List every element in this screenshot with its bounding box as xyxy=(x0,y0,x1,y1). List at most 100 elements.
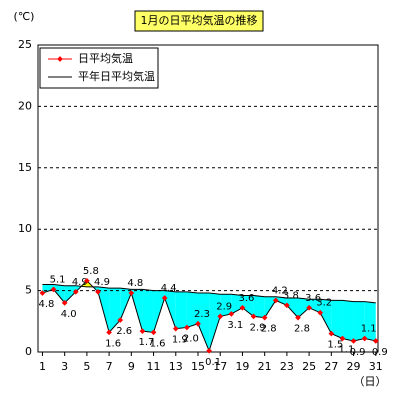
x-tick-label: 9 xyxy=(128,360,135,373)
x-axis-label: （日） xyxy=(354,375,387,388)
point xyxy=(106,329,112,336)
fill-area xyxy=(109,288,121,333)
point xyxy=(128,290,135,296)
fill-area xyxy=(331,300,343,339)
y-tick-label: 10 xyxy=(18,222,32,235)
normal-line xyxy=(42,283,376,304)
point xyxy=(117,317,124,323)
value-label: 2.8 xyxy=(261,324,277,335)
point xyxy=(272,297,279,304)
title-box xyxy=(134,10,264,32)
point xyxy=(172,325,179,332)
x-tick-label: 23 xyxy=(280,360,294,373)
point xyxy=(84,277,90,284)
x-tick-label: 21 xyxy=(258,360,272,373)
x-tick-label: 1 xyxy=(39,360,46,373)
point xyxy=(195,320,201,327)
fill-area xyxy=(342,300,354,341)
fill-area xyxy=(164,290,176,329)
x-tick-label: 31 xyxy=(369,360,383,373)
y-tick-label: 5 xyxy=(25,284,32,297)
value-label: 3.6 xyxy=(238,293,254,304)
value-label: 3.8 xyxy=(283,290,299,301)
point xyxy=(284,302,290,309)
x-tick-label: 27 xyxy=(324,360,338,373)
chart-title: 1月の日平均気温の推移 xyxy=(141,13,258,27)
fill-area xyxy=(353,301,365,341)
y-tick-label: 20 xyxy=(18,99,32,112)
point xyxy=(161,295,168,301)
fill-area xyxy=(64,285,76,303)
point xyxy=(339,335,346,342)
value-label: 1.7 xyxy=(138,337,154,348)
point xyxy=(250,313,257,320)
point xyxy=(306,304,312,311)
value-label: 2.3 xyxy=(194,309,210,320)
x-tick-label: 29 xyxy=(347,360,361,373)
value-label: 4.8 xyxy=(38,299,54,310)
x-tick-label: 13 xyxy=(169,360,183,373)
fill-area xyxy=(142,289,154,333)
y-axis-label: (℃) xyxy=(14,10,35,23)
value-label: 0.1 xyxy=(205,357,221,368)
legend-label: 日平均気温 xyxy=(78,51,133,65)
point xyxy=(361,335,368,342)
x-tick-label: 5 xyxy=(83,360,90,373)
value-label: 4.8 xyxy=(127,278,143,289)
fill-area xyxy=(209,293,221,351)
fill-area xyxy=(253,295,265,318)
fill-area xyxy=(198,293,210,351)
value-label: 2.8 xyxy=(294,324,310,335)
point xyxy=(150,329,157,336)
value-label: 1.1 xyxy=(338,344,354,355)
point xyxy=(72,288,79,295)
point xyxy=(261,314,268,321)
x-tick-label: 11 xyxy=(147,360,161,373)
value-label: 2.6 xyxy=(116,326,132,337)
value-label: 4.4 xyxy=(161,283,177,294)
point xyxy=(239,304,246,311)
fill-area xyxy=(320,299,332,334)
fill-area xyxy=(186,291,198,328)
fill-area xyxy=(242,295,254,317)
x-tick-label: 19 xyxy=(235,360,249,373)
y-tick-label: 0 xyxy=(25,345,32,358)
legend-label: 平年日平均気温 xyxy=(78,69,155,83)
x-tick-label: 17 xyxy=(213,360,227,373)
fill-area xyxy=(364,301,376,341)
point xyxy=(350,338,357,344)
point xyxy=(328,330,335,337)
y-tick-label: 25 xyxy=(18,38,32,51)
value-label: 5.8 xyxy=(83,266,99,277)
fill-area xyxy=(175,291,187,329)
fill-area xyxy=(153,290,165,333)
fill-area xyxy=(275,296,287,306)
fill-area xyxy=(53,284,65,303)
point xyxy=(372,338,379,344)
value-label: 4.9 xyxy=(72,277,88,288)
value-label: 0.9 xyxy=(350,347,366,358)
point xyxy=(184,324,190,331)
x-tick-label: 3 xyxy=(61,360,68,373)
point xyxy=(139,328,146,334)
fill-area xyxy=(220,294,232,317)
point xyxy=(95,288,101,295)
y-tick-label: 15 xyxy=(18,161,32,174)
legend-box xyxy=(39,47,159,89)
point xyxy=(217,313,224,320)
value-label: 3.2 xyxy=(316,298,332,309)
x-tick-label: 25 xyxy=(302,360,316,373)
value-label: 1.9 xyxy=(172,335,188,346)
value-label: 1.6 xyxy=(150,338,166,349)
value-label: 1.1 xyxy=(361,323,377,334)
value-label: 1.5 xyxy=(327,340,343,351)
value-label: 5.1 xyxy=(50,274,66,285)
point xyxy=(295,314,301,321)
value-label: 4.9 xyxy=(94,277,110,288)
fill-area xyxy=(298,297,310,318)
value-label: 3.6 xyxy=(305,293,321,304)
point xyxy=(228,311,235,317)
point xyxy=(206,347,212,354)
fill-area xyxy=(286,297,298,318)
